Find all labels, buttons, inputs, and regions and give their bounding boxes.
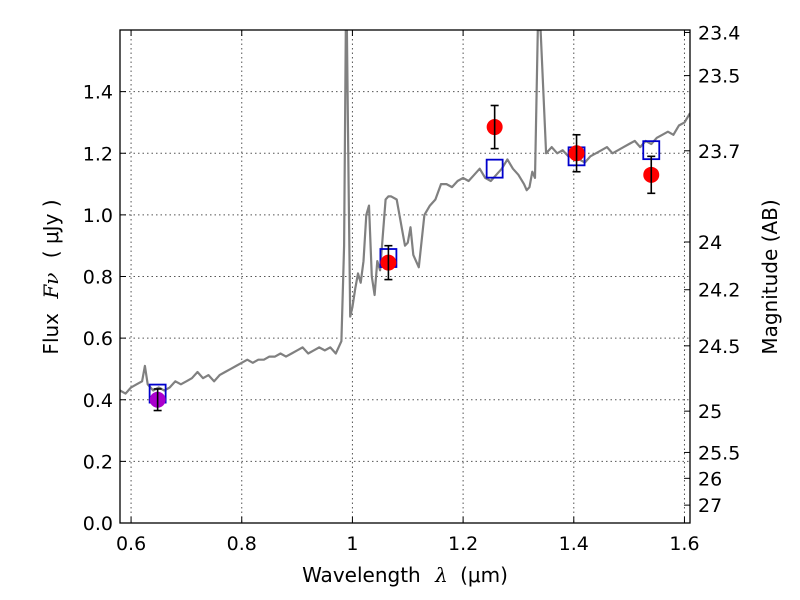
model-photometry-square <box>485 158 504 179</box>
y-tick-label: 0.6 <box>83 328 113 350</box>
y-tick-label: 1.0 <box>83 205 113 227</box>
y2-tick-labels: 23.4 23.5 23.7 24 24.2 24.5 25 25.5 26 27 <box>698 22 740 517</box>
y2-tick-label: 26 <box>698 468 722 490</box>
model-photometry-squares <box>148 140 661 404</box>
y2-tick-label: 25 <box>698 401 722 423</box>
x-tick-labels: 0.6 0.8 1 1.2 1.4 1.6 <box>116 533 700 555</box>
y-tick-label: 1.2 <box>83 143 113 165</box>
x-tick-label: 0.8 <box>227 533 257 555</box>
x-axis-title-prefix: Wavelength <box>302 563 421 587</box>
grid-lines <box>120 30 690 524</box>
x-tick-label: 1 <box>346 533 358 555</box>
y-axis-title-prefix: Flux <box>39 313 63 355</box>
x-axis-title: Wavelength λ (μm) <box>302 563 508 587</box>
axis-ticks <box>120 30 690 524</box>
y-tick-label: 0.8 <box>83 267 113 289</box>
x-tick-label: 1.6 <box>669 533 699 555</box>
y-axis-title-symbol: Fν <box>39 273 63 300</box>
y-tick-label: 0.4 <box>83 390 113 412</box>
y2-tick-label: 23.4 <box>698 22 740 44</box>
y-tick-label: 0.2 <box>83 451 113 473</box>
x-tick-label: 1.4 <box>559 533 589 555</box>
y2-tick-label: 23.5 <box>698 66 740 88</box>
x-axis-title-unit: (μm) <box>460 563 508 587</box>
y-tick-label: 0.0 <box>83 513 113 535</box>
y-axis-title-unit: ( μJy ) <box>39 199 63 258</box>
y2-tick-label: 24 <box>698 232 722 254</box>
y2-tick-label: 24.2 <box>698 280 740 302</box>
plot-area <box>120 30 690 412</box>
y2-tick-label: 23.7 <box>698 141 740 163</box>
y-axis-title: Flux Fν ( μJy ) <box>39 199 63 354</box>
x-tick-label: 0.6 <box>116 533 146 555</box>
observed-photometry-points <box>149 104 660 412</box>
y2-tick-label: 25.5 <box>698 442 740 464</box>
x-axis-title-symbol: λ <box>434 563 448 587</box>
x-tick-label: 1.2 <box>448 533 478 555</box>
y2-axis-title: Magnitude (AB) <box>758 199 782 354</box>
y2-tick-label: 24.5 <box>698 336 740 358</box>
model-spectrum-line <box>120 30 690 395</box>
y-tick-labels: 0.0 0.2 0.4 0.6 0.8 1.0 1.2 1.4 <box>83 82 113 535</box>
y2-tick-label: 27 <box>698 495 722 517</box>
y-tick-label: 1.4 <box>83 82 113 104</box>
